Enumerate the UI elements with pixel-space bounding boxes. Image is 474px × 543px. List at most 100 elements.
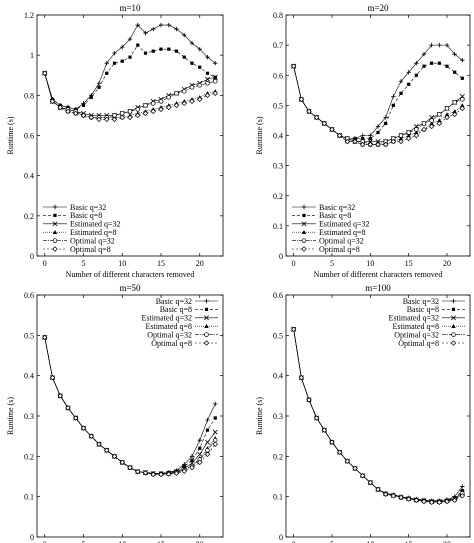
- legend-label: Optimal q=32: [394, 330, 439, 339]
- legend-label: Estimated q=8: [145, 322, 192, 331]
- series-optimal-q-8: [42, 334, 218, 478]
- y-axis-label: Runtime (s): [6, 397, 15, 435]
- data-point: [413, 132, 420, 139]
- y-tick-label: 1.2: [24, 11, 34, 20]
- y-tick-label: 0.5: [273, 101, 283, 110]
- series-line: [44, 337, 216, 475]
- legend-marker: [53, 213, 57, 217]
- data-point: [414, 73, 418, 77]
- data-point: [298, 374, 305, 381]
- series-line: [293, 329, 463, 502]
- legend-marker: [52, 246, 58, 252]
- data-point: [321, 120, 328, 127]
- series-line: [293, 329, 463, 503]
- data-point: [205, 81, 210, 86]
- chart-title: m=10: [119, 3, 141, 13]
- data-point: [382, 491, 389, 497]
- series-estimated-q-8: [42, 335, 218, 476]
- legend-marker: [301, 221, 307, 227]
- x-tick-label: 15: [405, 540, 413, 543]
- data-point: [344, 458, 351, 464]
- data-point: [49, 98, 56, 105]
- legend-item: Basic q=32: [292, 203, 355, 212]
- data-point: [96, 81, 102, 86]
- data-point: [182, 464, 186, 469]
- plot-frame: [285, 294, 471, 538]
- data-point: [205, 448, 210, 453]
- data-point: [313, 114, 320, 121]
- data-point: [453, 70, 457, 74]
- series-basic-q-32: [291, 327, 465, 503]
- legend-marker: [204, 307, 209, 311]
- y-tick-label: 1: [30, 51, 34, 60]
- data-point: [181, 100, 187, 107]
- data-point: [384, 121, 388, 126]
- y-tick-label: 0.8: [24, 91, 34, 100]
- legend-item: Basic q=8: [407, 305, 465, 314]
- data-point: [459, 105, 466, 112]
- legend-marker: [204, 324, 209, 328]
- data-point: [159, 47, 163, 51]
- data-point: [336, 449, 343, 455]
- data-point: [104, 116, 110, 123]
- y-tick-label: 0.6: [273, 71, 283, 80]
- series-line: [44, 73, 216, 120]
- legend-item: Basic q=32: [156, 297, 218, 306]
- data-point: [65, 405, 71, 411]
- legend-item: Estimated q=8: [392, 322, 465, 331]
- data-point: [197, 96, 203, 103]
- x-tick-label: 20: [443, 259, 451, 268]
- legend-marker: [204, 298, 209, 304]
- data-point: [189, 85, 195, 90]
- data-point: [182, 32, 187, 38]
- series-optimal-q-32: [291, 327, 465, 505]
- data-point: [96, 116, 102, 123]
- legend-item: Estimated q=8: [292, 228, 366, 237]
- data-point: [166, 22, 171, 28]
- series-estimated-q-8: [291, 327, 465, 504]
- data-point: [414, 61, 419, 66]
- data-point: [205, 417, 210, 423]
- legend-item: Estimated q=8: [43, 228, 117, 237]
- data-point: [73, 110, 79, 117]
- data-point: [437, 42, 442, 48]
- data-point: [398, 136, 404, 141]
- data-point: [407, 82, 411, 86]
- data-point: [436, 499, 443, 506]
- legend-label: Optimal q=8: [398, 339, 439, 348]
- legend-label: Basic q=8: [160, 305, 192, 314]
- data-point: [189, 40, 195, 46]
- data-point: [120, 44, 125, 50]
- series-optimal-q-8: [290, 326, 466, 506]
- plot-frame: [36, 294, 224, 538]
- data-point: [89, 95, 93, 99]
- data-point: [151, 101, 156, 106]
- data-point: [436, 120, 443, 127]
- legend-label: Estimated q=32: [388, 314, 439, 323]
- legend-marker: [301, 230, 307, 234]
- data-point: [460, 103, 465, 108]
- data-point: [104, 61, 109, 66]
- y-tick-label: 0.6: [24, 132, 34, 141]
- data-point: [212, 90, 218, 97]
- y-tick-label: 0.2: [273, 452, 283, 461]
- x-tick-label: 5: [82, 259, 86, 268]
- data-point: [173, 102, 180, 109]
- data-point: [151, 49, 155, 53]
- data-point: [460, 76, 464, 80]
- data-point: [212, 74, 218, 80]
- y-tick-label: 0.3: [273, 412, 283, 421]
- series-optimal-q-8: [290, 63, 466, 148]
- data-point: [190, 61, 194, 65]
- data-point: [406, 133, 411, 138]
- legend-marker: [52, 230, 58, 234]
- y-tick-label: 0.6: [273, 291, 283, 300]
- legend-item: Optimal q=32: [43, 236, 115, 245]
- legend-marker: [204, 315, 209, 321]
- y-tick-label: 0: [30, 252, 34, 261]
- y-axis-label: Runtime (s): [6, 116, 15, 154]
- legend-marker: [302, 213, 306, 217]
